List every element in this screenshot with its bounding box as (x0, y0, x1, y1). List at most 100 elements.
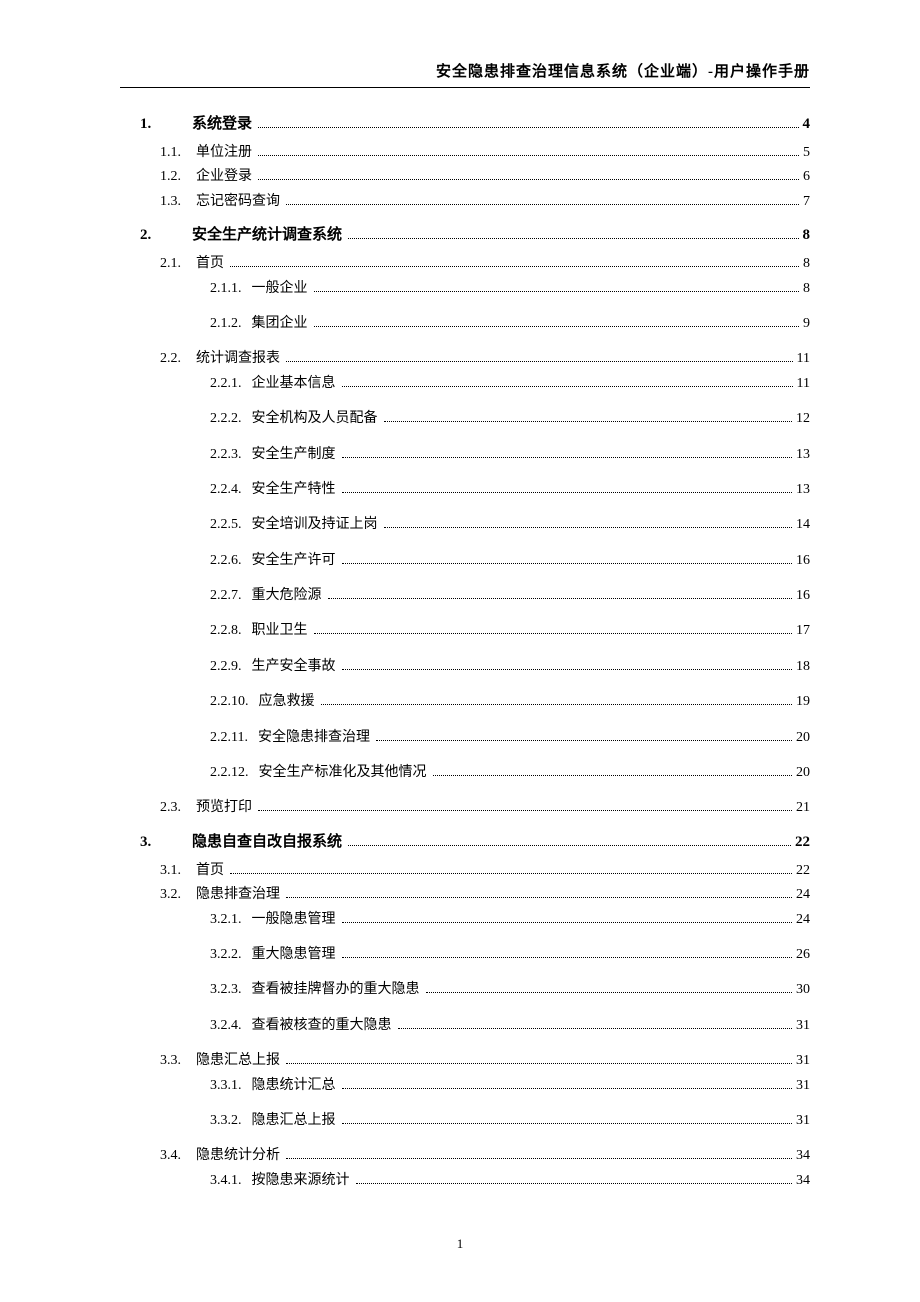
toc-entry[interactable]: 2.2.9.生产安全事故18 (210, 656, 810, 678)
toc-entry[interactable]: 3.4.隐患统计分析34 (160, 1145, 810, 1167)
page-number: 1 (0, 1236, 920, 1252)
toc-number: 2.1. (160, 253, 196, 275)
toc-leader-dots (356, 1183, 793, 1184)
toc-page: 31 (796, 1015, 810, 1037)
toc-entry[interactable]: 2.2.11.安全隐患排查治理20 (210, 727, 810, 749)
toc-title: 首页 (196, 253, 224, 275)
toc-leader-dots (342, 563, 793, 564)
toc-page: 11 (797, 348, 810, 370)
toc-entry[interactable]: 1.1.单位注册5 (160, 142, 810, 164)
toc-entry[interactable]: 3.3.2.隐患汇总上报 31 (210, 1110, 810, 1132)
toc-page: 34 (796, 1145, 810, 1167)
toc-number: 2.2.3. (210, 444, 252, 466)
toc-entry[interactable]: 2.2.4.安全生产特性 13 (210, 479, 810, 501)
toc-title: 查看被核查的重大隐患 (252, 1015, 392, 1037)
toc-title: 预览打印 (196, 797, 252, 819)
toc-number: 2.2.8. (210, 620, 252, 642)
toc-entry[interactable]: 2.2.12.安全生产标准化及其他情况 20 (210, 762, 810, 784)
toc-title: 忘记密码查询 (196, 191, 280, 213)
toc-number: 2.2.5. (210, 514, 252, 536)
toc-entry[interactable]: 2.安全生产统计调查系统8 (140, 223, 810, 247)
toc-entry[interactable]: 1.2.企业登录6 (160, 166, 810, 188)
toc-title: 重大隐患管理 (252, 944, 336, 966)
toc-entry[interactable]: 1.系统登录4 (140, 112, 810, 136)
toc-entry[interactable]: 2.3.预览打印21 (160, 797, 810, 819)
toc-leader-dots (328, 598, 793, 599)
toc-entry[interactable]: 3.2.1.一般隐患管理24 (210, 909, 810, 931)
toc-entry[interactable]: 2.2.10.应急救援19 (210, 691, 810, 713)
toc-entry[interactable]: 2.2.2.安全机构及人员配备12 (210, 408, 810, 430)
toc-page: 20 (796, 762, 810, 784)
toc-entry[interactable]: 3.隐患自查自改自报系统22 (140, 830, 810, 854)
toc-number: 2.2.4. (210, 479, 252, 501)
toc-number: 2.1.1. (210, 278, 252, 300)
toc-title: 重大危险源 (252, 585, 322, 607)
toc-title: 一般企业 (252, 278, 308, 300)
toc-entry[interactable]: 2.1.2.集团企业9 (210, 313, 810, 335)
toc-number: 3.1. (160, 860, 196, 882)
toc-number: 3.3.2. (210, 1110, 252, 1132)
toc-number: 2.3. (160, 797, 196, 819)
toc-page: 20 (796, 727, 810, 749)
toc-page: 16 (796, 585, 810, 607)
toc-number: 3.4.1. (210, 1170, 252, 1192)
toc-page: 13 (796, 479, 810, 501)
toc-page: 22 (795, 830, 810, 854)
toc-title: 隐患汇总上报 (252, 1110, 336, 1132)
toc-page: 8 (803, 223, 811, 247)
toc-number: 2.2.6. (210, 550, 252, 572)
toc-entry[interactable]: 3.3.1.隐患统计汇总31 (210, 1075, 810, 1097)
toc-leader-dots (258, 179, 799, 180)
toc-leader-dots (258, 127, 798, 128)
toc-leader-dots (230, 266, 799, 267)
toc-entry[interactable]: 2.2.1.企业基本信息11 (210, 373, 810, 395)
toc-leader-dots (286, 204, 799, 205)
toc-entry[interactable]: 3.3.隐患汇总上报31 (160, 1050, 810, 1072)
toc-title: 单位注册 (196, 142, 252, 164)
toc-entry[interactable]: 2.2.统计调查报表11 (160, 348, 810, 370)
toc-leader-dots (342, 492, 793, 493)
toc-entry[interactable]: 3.1.首页22 (160, 860, 810, 882)
toc-entry[interactable]: 3.4.1.按隐患来源统计34 (210, 1170, 810, 1192)
toc-page: 12 (796, 408, 810, 430)
toc-entry[interactable]: 2.2.3.安全生产制度13 (210, 444, 810, 466)
document-page: 安全隐患排查治理信息系统（企业端）-用户操作手册 1.系统登录41.1.单位注册… (0, 0, 920, 1302)
toc-title: 安全生产特性 (252, 479, 336, 501)
toc-entry[interactable]: 3.2.隐患排查治理24 (160, 884, 810, 906)
toc-leader-dots (433, 775, 793, 776)
toc-page: 13 (796, 444, 810, 466)
toc-page: 8 (803, 253, 810, 275)
toc-leader-dots (348, 845, 791, 846)
toc-entry[interactable]: 2.2.8.职业卫生17 (210, 620, 810, 642)
toc-leader-dots (342, 457, 793, 458)
toc-entry[interactable]: 2.2.6.安全生产许可16 (210, 550, 810, 572)
toc-entry[interactable]: 2.1.首页 8 (160, 253, 810, 275)
toc-number: 2.2.10. (210, 691, 259, 713)
toc-page: 31 (796, 1110, 810, 1132)
toc-number: 2.2.9. (210, 656, 252, 678)
toc-entry[interactable]: 2.1.1.一般企业8 (210, 278, 810, 300)
toc-title: 一般隐患管理 (252, 909, 336, 931)
toc-title: 安全生产标准化及其他情况 (259, 762, 427, 784)
toc-number: 2.2.11. (210, 727, 258, 749)
toc-title: 按隐患来源统计 (252, 1170, 350, 1192)
toc-number: 3. (140, 830, 192, 854)
toc-entry[interactable]: 3.2.3.查看被挂牌督办的重大隐患30 (210, 979, 810, 1001)
toc-entry[interactable]: 3.2.2.重大隐患管理26 (210, 944, 810, 966)
toc-title: 隐患排查治理 (196, 884, 280, 906)
toc-leader-dots (286, 1158, 792, 1159)
toc-leader-dots (286, 1063, 792, 1064)
toc-entry[interactable]: 1.3.忘记密码查询7 (160, 191, 810, 213)
toc-entry[interactable]: 2.2.7.重大危险源 16 (210, 585, 810, 607)
toc-entry[interactable]: 2.2.5.安全培训及持证上岗14 (210, 514, 810, 536)
toc-entry[interactable]: 3.2.4.查看被核查的重大隐患31 (210, 1015, 810, 1037)
toc-number: 2.2.7. (210, 585, 252, 607)
toc-leader-dots (321, 704, 793, 705)
toc-title: 应急救援 (259, 691, 315, 713)
toc-number: 2.2.12. (210, 762, 259, 784)
toc-page: 18 (796, 656, 810, 678)
toc-number: 3.2.1. (210, 909, 252, 931)
toc-number: 1.2. (160, 166, 196, 188)
toc-page: 22 (796, 860, 810, 882)
toc-page: 14 (796, 514, 810, 536)
